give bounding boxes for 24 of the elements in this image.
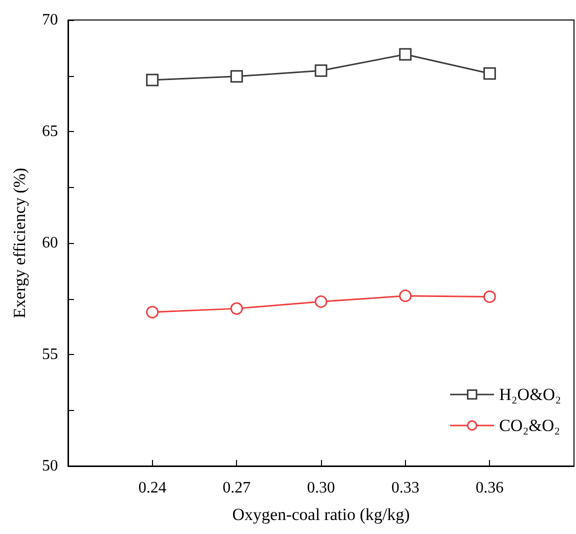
point — [314, 64, 328, 77]
y-tick-label: 70 — [42, 12, 58, 28]
y-tick-label: 50 — [42, 458, 58, 474]
point — [399, 48, 412, 61]
x-axis-title: Oxygen-coal ratio (kg/kg) — [232, 505, 410, 524]
legend-label: H₂O&O₂ — [499, 385, 562, 404]
x-tick-label: 0.27 — [222, 480, 251, 496]
legend-label: CO₂&O₂ — [499, 416, 560, 435]
point — [230, 70, 243, 83]
y-tick-label: 55 — [42, 346, 58, 363]
x-tick-label: 0.33 — [391, 480, 420, 496]
point — [483, 67, 496, 80]
y-tick-label: 65 — [42, 123, 58, 140]
point — [146, 74, 159, 86]
x-tick-label: 0.24 — [138, 480, 166, 496]
point — [483, 290, 496, 303]
point — [314, 295, 328, 308]
point — [230, 302, 243, 315]
y-tick-label: 60 — [42, 234, 58, 252]
x-tick-label: 0.30 — [307, 480, 335, 496]
y-axis-title: Exergy efficiency (%) — [10, 168, 29, 318]
x-tick-label: 0.36 — [476, 480, 504, 496]
point — [146, 306, 159, 318]
point — [399, 290, 412, 302]
